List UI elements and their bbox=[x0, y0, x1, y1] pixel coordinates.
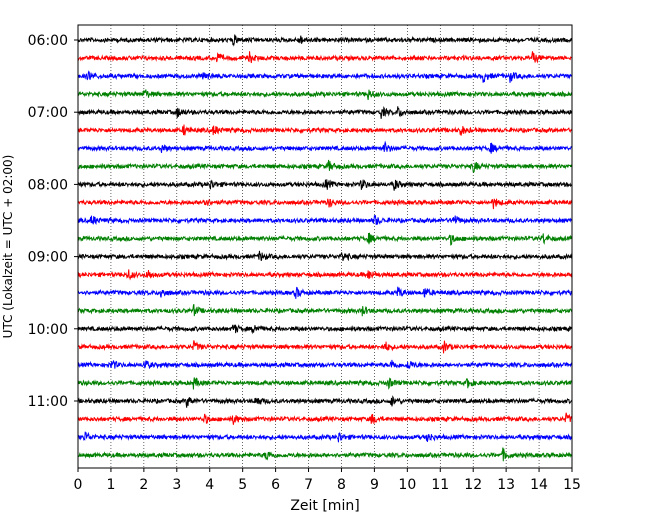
trace-row-0815 bbox=[77, 198, 573, 210]
x-tick-label: 11 bbox=[431, 477, 449, 493]
x-axis-ticks: 0 1 2 3 4 5 6 7 8 9 10 11 12 13 14 15 bbox=[74, 468, 581, 493]
y-tick-label: 11:00 bbox=[28, 394, 68, 410]
trace-row-1115 bbox=[77, 412, 573, 425]
trace-row-0915 bbox=[77, 269, 573, 281]
y-axis-ticks: 06:00 07:00 08:00 09:00 10:00 11:00 bbox=[28, 33, 78, 410]
trace-row-0845 bbox=[77, 232, 573, 246]
trace-row-0630 bbox=[77, 70, 573, 83]
x-tick-label: 8 bbox=[337, 477, 346, 493]
plot-frame bbox=[77, 24, 573, 469]
trace-row-1015 bbox=[77, 340, 573, 354]
x-tick-label: 12 bbox=[464, 477, 482, 493]
x-tick-label: 14 bbox=[530, 477, 548, 493]
trace-row-0830 bbox=[77, 214, 573, 225]
trace-row-0600 bbox=[77, 34, 573, 47]
trace-row-1130 bbox=[77, 431, 573, 443]
x-tick-label: 9 bbox=[370, 477, 379, 493]
x-tick-label: 0 bbox=[74, 477, 83, 493]
x-tick-label: 15 bbox=[563, 477, 581, 493]
y-tick-label: 07:00 bbox=[28, 105, 68, 121]
trace-row-0900 bbox=[77, 250, 573, 262]
x-tick-label: 7 bbox=[304, 477, 313, 493]
y-tick-label: 06:00 bbox=[28, 33, 68, 49]
trace-row-0800 bbox=[77, 179, 573, 191]
x-tick-label: 4 bbox=[205, 477, 214, 493]
x-tick-label: 5 bbox=[238, 477, 247, 493]
x-tick-label: 13 bbox=[497, 477, 515, 493]
trace-row-1000 bbox=[77, 324, 573, 335]
trace-row-0945 bbox=[77, 303, 573, 317]
trace-row-1030 bbox=[77, 359, 573, 370]
trace-row-0645 bbox=[77, 89, 573, 101]
trace-row-0930 bbox=[77, 286, 573, 299]
trace-row-0700 bbox=[77, 106, 573, 119]
trace-row-1145 bbox=[77, 447, 573, 462]
trace-row-0715 bbox=[77, 124, 573, 136]
trace-row-1045 bbox=[77, 377, 573, 390]
y-tick-label: 08:00 bbox=[28, 177, 68, 193]
x-axis-label: Zeit [min] bbox=[290, 498, 359, 514]
y-axis-label: UTC (Lokalzeit = UTC + 02:00) bbox=[1, 155, 15, 339]
x-tick-label: 3 bbox=[172, 477, 181, 493]
x-tick-label: 1 bbox=[106, 477, 115, 493]
x-tick-label: 10 bbox=[398, 477, 416, 493]
y-tick-label: 10:00 bbox=[28, 322, 68, 338]
y-tick-label: 09:00 bbox=[28, 250, 68, 266]
x-tick-label: 2 bbox=[139, 477, 148, 493]
trace-row-0615 bbox=[77, 51, 573, 64]
trace-row-1100 bbox=[77, 395, 573, 408]
seismic-traces bbox=[77, 34, 573, 462]
x-tick-label: 6 bbox=[271, 477, 280, 493]
trace-row-0745 bbox=[77, 159, 573, 173]
trace-row-0730 bbox=[77, 140, 573, 154]
grid-lines bbox=[110, 25, 540, 468]
